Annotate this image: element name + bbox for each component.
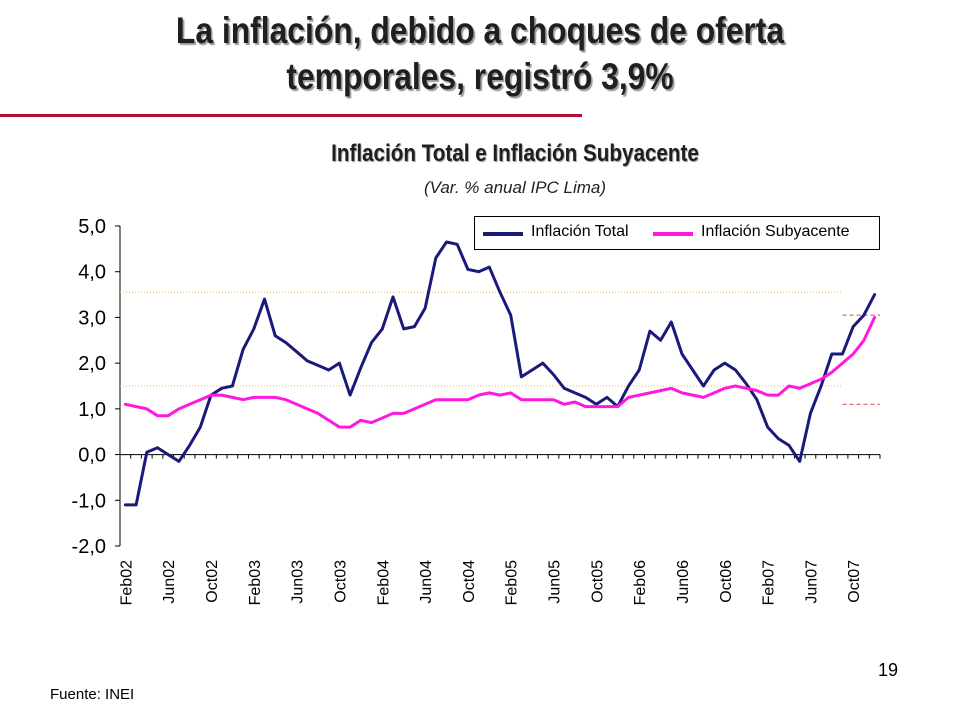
x-tick-label: Feb05 [504, 560, 521, 605]
x-tick-label: Jun05 [547, 560, 564, 604]
x-tick-label: Jun02 [161, 560, 178, 604]
y-tick-label: 4,0 [78, 262, 106, 284]
chart-title: Inflación Total e Inflación Subyacente [331, 140, 699, 167]
x-tick-label: Oct03 [332, 560, 349, 603]
series-line-inflacion-subyacente [123, 315, 877, 429]
x-tick-label: Jun04 [418, 560, 435, 604]
legend-label-subyacente: Inflación Subyacente [701, 223, 850, 240]
title-rule [0, 114, 582, 117]
x-tick-label: Oct02 [204, 560, 221, 603]
slide-title-line1: La inflación, debido a choques de oferta [175, 10, 785, 51]
x-tick-label: Jun06 [675, 560, 692, 604]
legend-label-total: Inflación Total [531, 223, 629, 240]
x-tick-label: Feb02 [118, 560, 135, 605]
x-tick-label: Feb03 [247, 560, 264, 605]
slide-title-line2: temporales, registró 3,9% [286, 56, 674, 97]
legend-line-subyacente [653, 232, 693, 236]
series-line-inflacion-total [123, 240, 877, 507]
y-tick-label: 0,0 [78, 445, 106, 467]
y-tick-label: 5,0 [78, 216, 106, 238]
x-tick-label: Oct05 [589, 560, 606, 603]
x-tick-label: Feb07 [761, 560, 778, 605]
page-number: 19 [878, 660, 899, 680]
x-tick-label: Oct06 [718, 560, 735, 603]
chart-legend: Inflación Total Inflación Subyacente [474, 216, 880, 250]
y-tick-label: 3,0 [78, 307, 106, 329]
slide-title: La inflación, debido a choques de oferta… [67, 8, 893, 100]
x-tick-label: Oct07 [846, 560, 863, 603]
x-tick-label: Jun03 [290, 560, 307, 604]
x-tick-label: Feb06 [632, 560, 649, 605]
x-tick-label: Jun07 [803, 560, 820, 604]
x-tick-label: Feb04 [375, 560, 392, 605]
y-tick-label: -1,0 [72, 490, 106, 512]
legend-line-total [483, 232, 523, 236]
y-tick-label: -2,0 [72, 536, 106, 558]
chart-subtitle: (Var. % anual IPC Lima) [423, 178, 607, 197]
x-tick-label: Oct04 [461, 560, 478, 603]
source-note: Fuente: INEI [50, 686, 135, 703]
y-tick-label: 1,0 [78, 399, 106, 421]
y-tick-label: 2,0 [78, 353, 106, 375]
